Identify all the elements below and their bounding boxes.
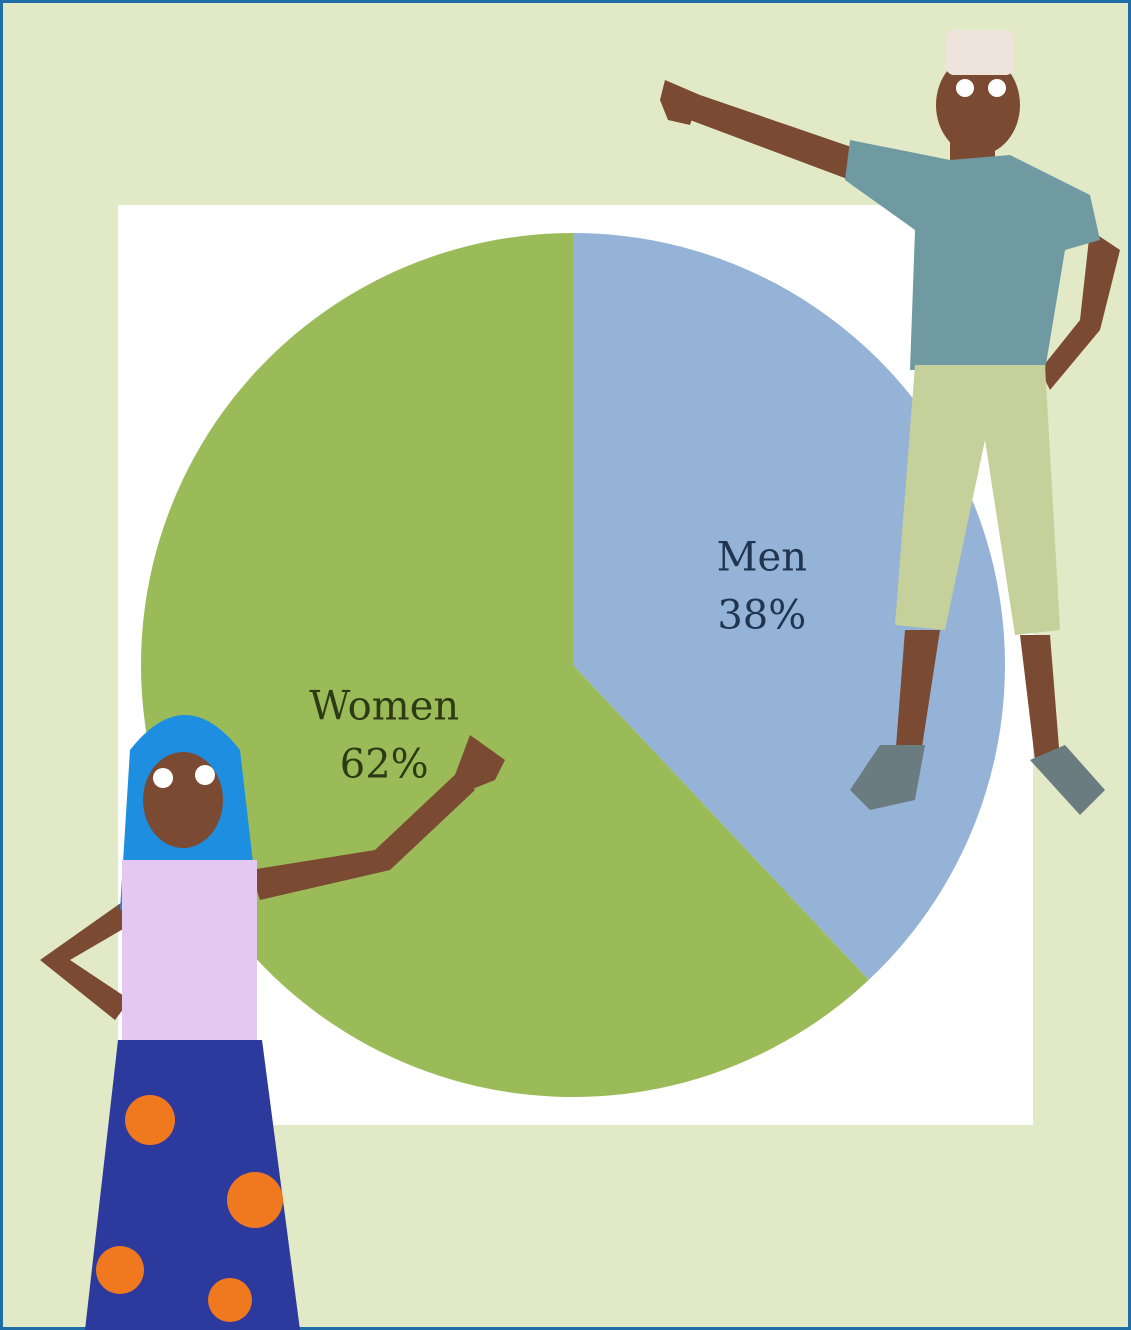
woman-illustration bbox=[40, 715, 505, 1330]
man-leg bbox=[895, 630, 940, 760]
skirt-pattern bbox=[208, 1278, 252, 1322]
skirt-pattern bbox=[96, 1246, 144, 1294]
pie bbox=[140, 233, 1006, 1097]
woman-arm bbox=[250, 770, 475, 900]
man-sandal bbox=[850, 745, 925, 810]
woman-eye bbox=[195, 765, 215, 785]
man-illustration bbox=[660, 30, 1120, 815]
skirt-pattern bbox=[227, 1172, 283, 1228]
man-eye bbox=[956, 79, 974, 97]
man-leg bbox=[1020, 635, 1060, 760]
slice-category: Men bbox=[717, 534, 807, 580]
man-shirt bbox=[845, 140, 1100, 370]
man-eye bbox=[988, 79, 1006, 97]
man-arm bbox=[690, 95, 860, 180]
skirt-pattern bbox=[125, 1095, 175, 1145]
slice-category: Women bbox=[309, 684, 459, 730]
woman-eye bbox=[153, 768, 173, 788]
man-hand bbox=[660, 80, 700, 125]
man-arm-hip bbox=[1040, 230, 1120, 390]
woman-top bbox=[122, 860, 257, 1040]
slice-value: 38% bbox=[717, 592, 806, 638]
man-cap bbox=[946, 30, 1014, 75]
woman-face bbox=[143, 752, 223, 848]
woman-hand bbox=[455, 735, 505, 790]
slice-value: 62% bbox=[340, 742, 429, 788]
slice-labels: Men 38% Women 62% bbox=[309, 534, 807, 787]
man-trousers bbox=[895, 365, 1060, 635]
woman-arm-hip bbox=[40, 900, 130, 1020]
man-sandal bbox=[1030, 745, 1105, 815]
